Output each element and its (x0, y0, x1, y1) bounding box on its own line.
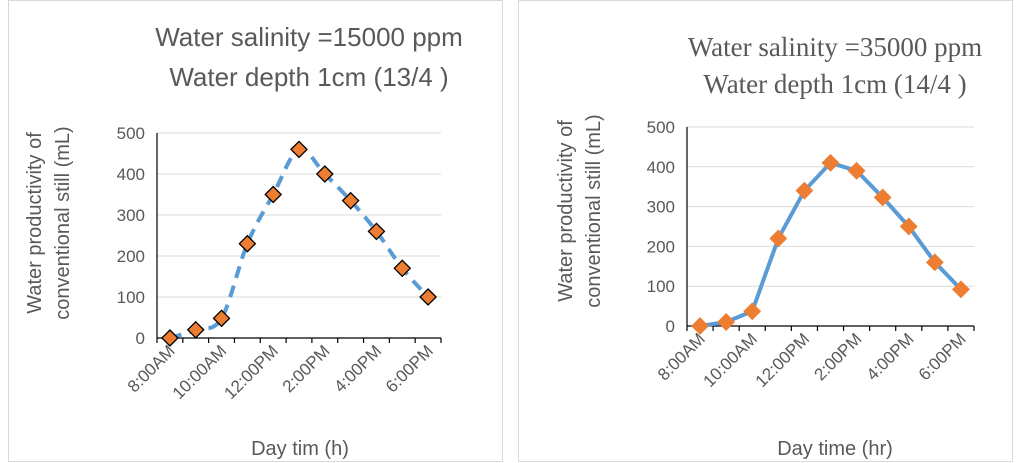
chart-left-data-point (290, 140, 308, 159)
chart-left-ytick-label: 200 (117, 247, 145, 266)
chart-left-xtick-label: 4:00PM (330, 341, 385, 396)
chart-right-title-line-2: Water depth 1cm (14/4 ) (703, 69, 966, 99)
chart-left-ylabel-line-2: conventional still (mL) (52, 126, 74, 319)
chart-right-data-point (899, 217, 918, 236)
chart-right-xlabel: Day time (hr) (777, 438, 893, 460)
chart-left-data-point (393, 259, 412, 278)
chart-left-data-point (160, 329, 179, 347)
chart-right-ytick-label: 200 (647, 237, 675, 256)
chart-left-title-line-1: Water salinity =15000 ppm (155, 22, 463, 52)
chart-right-data-point (952, 280, 970, 299)
chart-left-svg: Water salinity =15000 ppm Water depth 1c… (24, 22, 463, 460)
chart-left-xtick-label: 10:00AM (169, 341, 231, 403)
chart-left-xtick-label: 2:00PM (279, 341, 334, 396)
chart-left-data-point (341, 191, 360, 210)
chart-right-ytick-label: 300 (647, 198, 675, 217)
chart-left-ytick-label: 100 (117, 288, 145, 307)
chart-right-data-point (821, 153, 840, 172)
chart-left-xtick-label: 12:00PM (220, 341, 282, 403)
chart-right-data-point (925, 253, 944, 272)
chart-left-ytick-label: 300 (117, 206, 145, 225)
chart-left-data-point (419, 288, 438, 306)
chart-right-data-point (795, 181, 814, 200)
chart-right-svg: Water salinity =35000 ppm Water depth 1c… (555, 32, 982, 460)
chart-left-data-point (367, 222, 386, 241)
chart-right-xtick-label: 12:00PM (752, 329, 814, 391)
chart-left-xlabel: Day tim (h) (251, 438, 349, 460)
chart-right-ylabel-line-1: Water productivity of (555, 120, 577, 302)
chart-right-data-point (717, 313, 736, 331)
chart-right-title-line-1: Water salinity =35000 ppm (688, 32, 982, 62)
chart-left-ytick-label: 500 (117, 124, 145, 143)
chart-right-ytick-label: 0 (666, 317, 675, 336)
chart-left-data-point (212, 309, 231, 328)
chart-right-data-point (873, 188, 892, 207)
chart-left-series-line (169, 147, 430, 340)
chart-right-ytick-label: 100 (647, 277, 675, 296)
chart-right-data-point (743, 302, 762, 321)
chart-left-ytick-label: 400 (117, 165, 145, 184)
chart-right-series-line (699, 160, 963, 328)
chart-right-ylabel-line-2: conventional still (mL) (583, 114, 605, 307)
chart-right-xtick-label: 4:00PM (863, 329, 918, 384)
chart-right-ytick-label: 500 (647, 118, 675, 137)
chart-left: Water salinity =15000 ppm Water depth 1c… (8, 0, 503, 462)
chart-left-ylabel-line-1: Water productivity of (24, 132, 46, 314)
chart-right-xtick-label: 6:00PM (915, 329, 970, 384)
chart-right-data-point (847, 161, 866, 180)
chart-right-data-point (691, 317, 709, 335)
chart-left-data-point (186, 320, 205, 339)
chart-right-xtick-label: 2:00PM (811, 329, 866, 384)
chart-right-ytick-label: 400 (647, 158, 675, 177)
chart-left-data-point (264, 185, 283, 204)
chart-right-xtick-label: 10:00AM (700, 329, 762, 391)
chart-left-ytick-label: 0 (136, 329, 145, 348)
chart-left-title-line-2: Water depth 1cm (13/4 ) (169, 62, 448, 92)
chart-right: Water salinity =35000 ppm Water depth 1c… (518, 0, 1013, 462)
chart-left-xtick-label: 6:00PM (382, 341, 437, 396)
chart-left-data-point (315, 165, 334, 183)
chart-left-data-point (238, 234, 257, 253)
chart-right-data-point (769, 229, 788, 248)
